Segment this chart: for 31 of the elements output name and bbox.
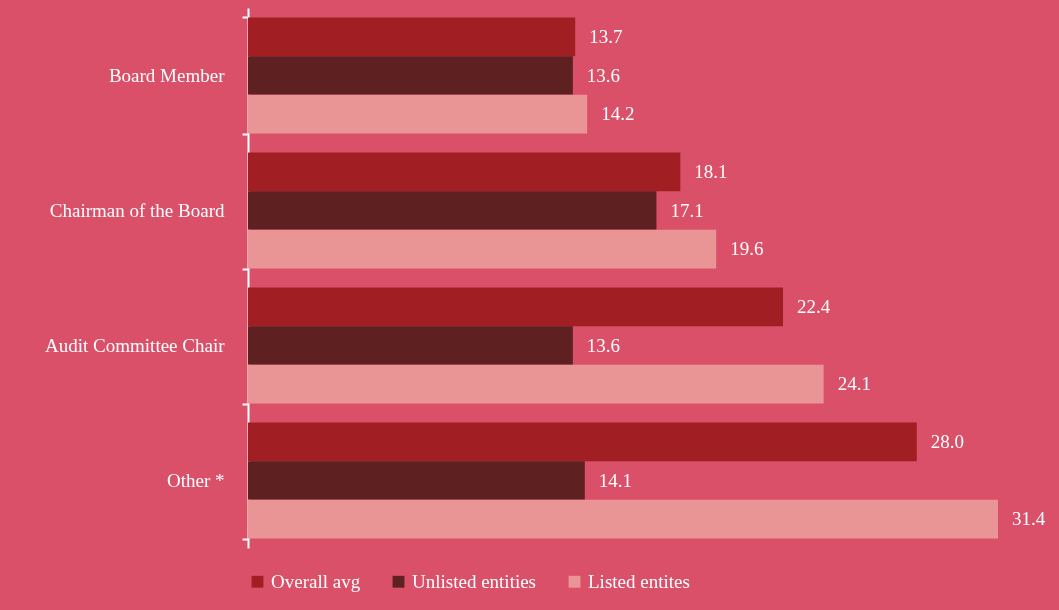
data-label: 17.1 — [670, 199, 704, 221]
bar — [248, 287, 784, 327]
data-label: 24.1 — [837, 373, 871, 395]
data-label: 13.6 — [586, 64, 621, 86]
data-label: 22.4 — [797, 295, 831, 317]
legend-label: Unlisted entities — [412, 570, 537, 592]
bar — [248, 461, 585, 500]
bar — [248, 229, 717, 269]
data-label: 18.1 — [694, 160, 728, 182]
y-tick-label: Other * — [166, 470, 225, 491]
bar — [248, 94, 588, 134]
legend-label: Listed entites — [588, 570, 690, 592]
legend-label: Overall avg — [271, 570, 361, 592]
bar — [248, 422, 917, 462]
bar — [248, 364, 824, 404]
bar — [248, 326, 573, 365]
data-label: 31.4 — [1012, 508, 1046, 530]
bar — [248, 191, 657, 230]
bar — [248, 56, 573, 95]
y-tick-label: Audit Committee Chair — [45, 335, 226, 356]
y-tick-label: Board Member — [108, 65, 226, 86]
bar — [248, 17, 576, 57]
y-tick-label: Chairman of the Board — [49, 200, 225, 221]
data-label: 13.7 — [589, 25, 623, 47]
data-label: 28.0 — [930, 430, 965, 452]
bar — [248, 499, 998, 539]
data-label: 14.2 — [601, 103, 635, 125]
data-label: 14.1 — [598, 469, 633, 491]
bar — [248, 152, 681, 192]
data-label: 19.6 — [730, 238, 764, 260]
data-label: 13.6 — [586, 334, 621, 356]
